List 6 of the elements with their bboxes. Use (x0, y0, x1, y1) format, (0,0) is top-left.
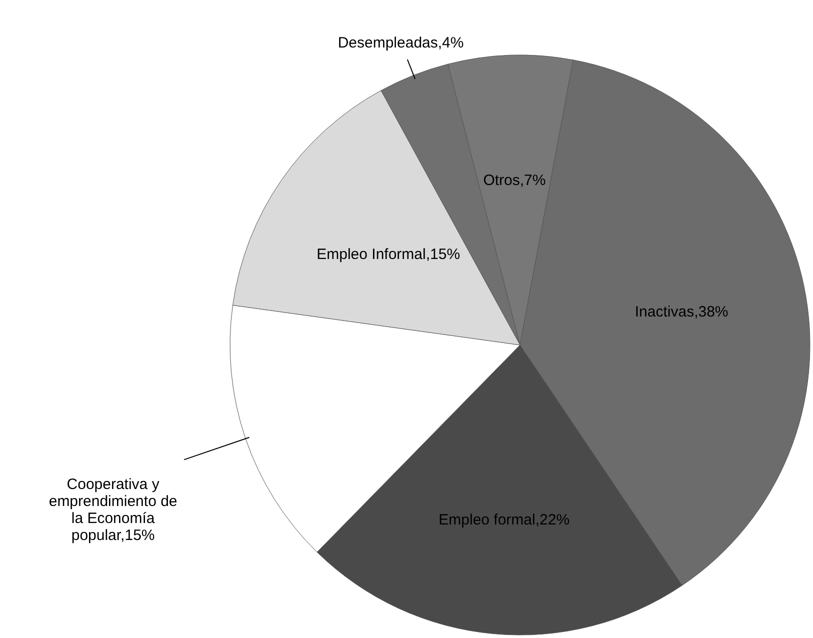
slice-label: Otros,7% (483, 172, 546, 190)
slice-label: Inactivas,38% (634, 303, 728, 320)
slice-label: Empleo formal,22% (438, 511, 570, 528)
slice-label: Cooperativa y emprendimiento de la Economía popular,15% (48, 476, 178, 544)
slice-label: Empleo Informal,15% (316, 246, 460, 264)
slice-label: Desempleadas,4% (338, 34, 464, 52)
